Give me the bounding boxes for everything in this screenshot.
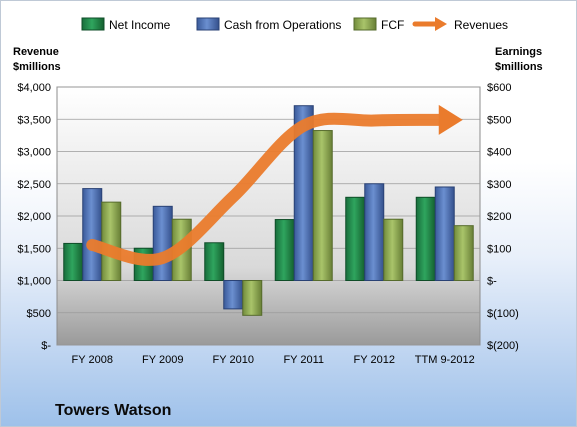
bar-cash-from-operations-fy-2009: [152, 205, 173, 281]
right-tick-label: $400: [487, 147, 511, 159]
legend-swatch-net-income: [81, 17, 105, 31]
bar-net-income-fy-2010: [204, 242, 225, 281]
right-axis-title-line1: Earnings: [495, 46, 542, 58]
category-label: FY 2011: [283, 354, 324, 366]
category-label: FY 2009: [142, 354, 183, 366]
right-axis-ticks: $(200) $(100) $- $100 $200 $300 $400 $500 $600: [487, 82, 519, 352]
bars: [63, 105, 474, 316]
left-axis-ticks: $- $500 $1,000 $1,500 $2,000 $2,500 $3,000 $3,5…: [17, 82, 51, 352]
right-tick-label: $(100): [487, 308, 519, 320]
legend-swatch-cash-ops: [196, 17, 220, 31]
bar-fcf-ttm-9-2012: [453, 225, 474, 282]
category-label: TTM 9-2012: [415, 354, 475, 366]
left-tick-label: $1,000: [17, 276, 51, 288]
right-tick-label: $500: [487, 114, 511, 126]
left-tick-label: $-: [41, 340, 51, 352]
revenue-point-fy-2011: [303, 125, 304, 126]
revenue-point-ttm-9-2012: [444, 119, 445, 120]
bar-fcf-fy-2012: [383, 218, 404, 282]
right-tick-label: $100: [487, 243, 511, 255]
left-axis-title-line1: Revenue: [13, 46, 59, 58]
revenue-line-path: [86, 112, 445, 266]
left-axis-title-line2: $millions: [13, 61, 61, 73]
legend-label-fcf: FCF: [381, 18, 404, 32]
bar-net-income-fy-2011: [274, 219, 295, 281]
legend-arrow-revenues: [412, 17, 447, 31]
bar-fcf-fy-2010: [242, 280, 263, 316]
bar-cash-from-operations-ttm-9-2012: [434, 186, 455, 282]
left-tick-label: $2,000: [17, 211, 51, 223]
left-tick-label: $3,000: [17, 147, 51, 159]
category-labels: FY 2008 FY 2009 FY 2010 FY 2011 FY 2012 TTM 9…: [72, 354, 475, 366]
left-tick-label: $500: [27, 308, 51, 320]
bar-cash-from-operations-fy-2010: [223, 280, 244, 310]
right-tick-label: $300: [487, 179, 511, 191]
category-label: FY 2010: [213, 354, 254, 366]
legend: Net Income Cash from Operations FCF Reve…: [81, 17, 508, 32]
left-tick-label: $3,500: [17, 114, 51, 126]
left-tick-label: $1,500: [17, 243, 51, 255]
legend-label-net-income: Net Income: [109, 18, 171, 32]
legend-swatch-fcf: [353, 17, 377, 31]
bar-fcf-fy-2008: [101, 201, 122, 282]
revenue-point-fy-2010: [233, 196, 234, 197]
revenue-point-fy-2008: [92, 245, 93, 246]
company-label: Towers Watson: [55, 402, 171, 419]
bar-cash-from-operations-fy-2008: [82, 188, 103, 281]
bar-net-income-ttm-9-2012: [415, 196, 436, 281]
bar-fcf-fy-2011: [312, 130, 333, 281]
bar-net-income-fy-2012: [345, 196, 366, 281]
revenue-point-fy-2009: [162, 257, 163, 258]
revenue-arrowhead: [438, 104, 463, 135]
bar-cash-from-operations-fy-2012: [364, 183, 385, 281]
bar-net-income-fy-2008: [63, 242, 84, 282]
legend-label-revenues: Revenues: [454, 18, 508, 32]
right-axis-title-line2: $millions: [495, 61, 543, 73]
right-tick-label: $200: [487, 211, 511, 223]
right-tick-label: $600: [487, 82, 511, 94]
left-tick-label: $2,500: [17, 179, 51, 191]
legend-label-cash-ops: Cash from Operations: [224, 18, 341, 32]
revenue-line: [86, 104, 463, 266]
category-label: FY 2008: [72, 354, 113, 366]
revenue-point-fy-2012: [374, 120, 375, 121]
left-tick-label: $4,000: [17, 82, 51, 94]
right-tick-label: $-: [487, 276, 497, 288]
category-label: FY 2012: [354, 354, 395, 366]
right-tick-label: $(200): [487, 340, 519, 352]
